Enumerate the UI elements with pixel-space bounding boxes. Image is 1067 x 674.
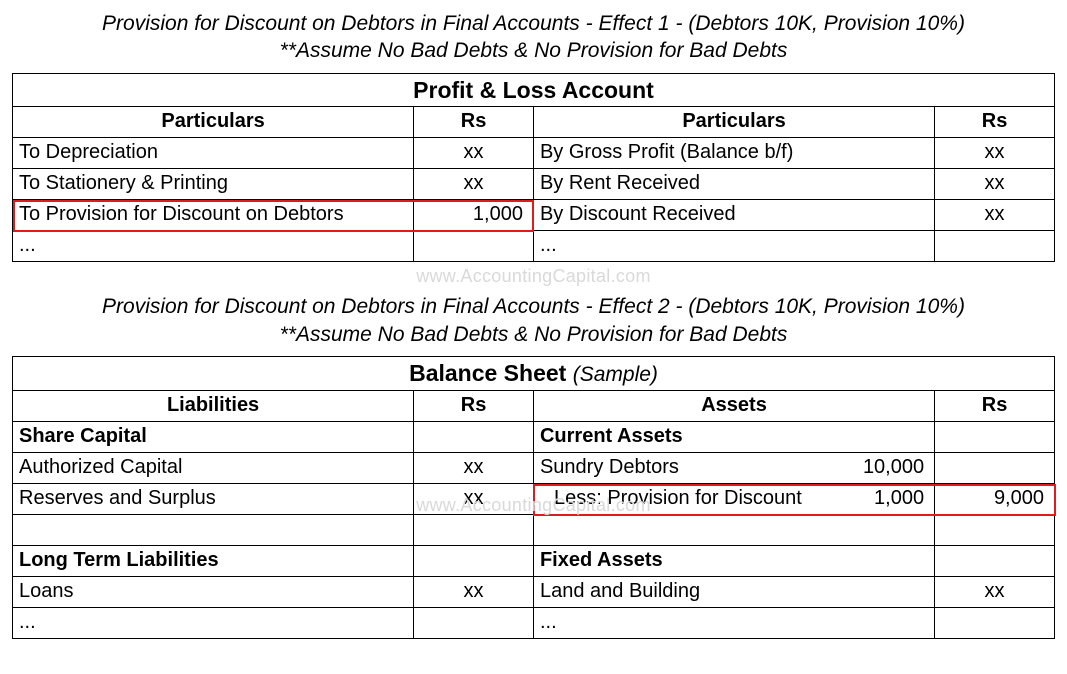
cell-liabilities: Long Term Liabilities <box>13 546 414 577</box>
cell-rs-left: xx <box>414 138 534 169</box>
cell-rs-right: xx <box>935 200 1055 231</box>
cell-assets: Land and Building <box>533 577 934 608</box>
cell-rs-left <box>414 608 534 639</box>
bs-table-wrap: Balance Sheet (Sample) Liabilities Rs As… <box>12 356 1055 639</box>
table-row: To Stationery & PrintingxxBy Rent Receiv… <box>13 169 1055 200</box>
cell-rs-right <box>935 546 1055 577</box>
section1-caption-line1: Provision for Discount on Debtors in Fin… <box>102 12 965 35</box>
pl-hdr-left-part: Particulars <box>13 107 414 138</box>
cell-assets: Fixed Assets <box>533 546 934 577</box>
bs-hdr-right-rs: Rs <box>935 391 1055 422</box>
cell-rs-left <box>414 546 534 577</box>
bs-hdr-right-part: Assets <box>533 391 934 422</box>
cell-rs-right <box>935 453 1055 484</box>
table-row <box>13 515 1055 546</box>
cell-rs-right <box>935 231 1055 262</box>
cell-particulars-left: To Provision for Discount on Debtors <box>13 200 414 231</box>
section2-caption: Provision for Discount on Debtors in Fin… <box>12 293 1055 348</box>
cell-rs-right <box>935 515 1055 546</box>
pl-table: Profit & Loss Account Particulars Rs Par… <box>12 73 1055 263</box>
table-row: ...... <box>13 608 1055 639</box>
table-row: Authorized CapitalxxSundry Debtors10,000 <box>13 453 1055 484</box>
cell-particulars-right: By Gross Profit (Balance b/f) <box>533 138 934 169</box>
cell-liabilities: Share Capital <box>13 422 414 453</box>
cell-particulars-right: ... <box>533 231 934 262</box>
section1-caption: Provision for Discount on Debtors in Fin… <box>12 10 1055 65</box>
watermark-2: www.AccountingCapital.com <box>12 495 1055 516</box>
bs-title: Balance Sheet (Sample) <box>13 356 1055 390</box>
pl-hdr-left-rs: Rs <box>414 107 534 138</box>
cell-liabilities <box>13 515 414 546</box>
table-row: To DepreciationxxBy Gross Profit (Balanc… <box>13 138 1055 169</box>
cell-particulars-left: To Depreciation <box>13 138 414 169</box>
cell-rs-left <box>414 231 534 262</box>
pl-title: Profit & Loss Account <box>13 73 1055 107</box>
table-row: To Provision for Discount on Debtors1,00… <box>13 200 1055 231</box>
cell-assets: Current Assets <box>533 422 934 453</box>
bs-title-sample: (Sample) <box>573 363 658 386</box>
cell-particulars-left: ... <box>13 231 414 262</box>
watermark-1: www.AccountingCapital.com <box>12 266 1055 287</box>
section2-caption-line1: Provision for Discount on Debtors in Fin… <box>102 295 965 318</box>
cell-rs-left: xx <box>414 577 534 608</box>
cell-rs-left <box>414 515 534 546</box>
cell-rs-right: xx <box>935 138 1055 169</box>
table-row: Share Capital Current Assets <box>13 422 1055 453</box>
table-row: ...... <box>13 231 1055 262</box>
cell-rs-right <box>935 422 1055 453</box>
cell-rs-left <box>414 422 534 453</box>
cell-particulars-left: To Stationery & Printing <box>13 169 414 200</box>
cell-assets <box>533 515 934 546</box>
cell-rs-left: 1,000 <box>414 200 534 231</box>
pl-hdr-right-part: Particulars <box>533 107 934 138</box>
cell-assets: Sundry Debtors10,000 <box>533 453 934 484</box>
cell-particulars-right: By Discount Received <box>533 200 934 231</box>
cell-liabilities: ... <box>13 608 414 639</box>
table-row: LoansxxLand and Buildingxx <box>13 577 1055 608</box>
cell-particulars-right: By Rent Received <box>533 169 934 200</box>
table-row: Long Term Liabilities Fixed Assets <box>13 546 1055 577</box>
cell-liabilities: Loans <box>13 577 414 608</box>
cell-liabilities: Authorized Capital <box>13 453 414 484</box>
pl-hdr-right-rs: Rs <box>935 107 1055 138</box>
cell-rs-right: xx <box>935 577 1055 608</box>
bs-hdr-left-part: Liabilities <box>13 391 414 422</box>
pl-table-wrap: Profit & Loss Account Particulars Rs Par… <box>12 73 1055 263</box>
cell-rs-left: xx <box>414 453 534 484</box>
section2-caption-line2: **Assume No Bad Debts & No Provision for… <box>12 321 1055 348</box>
bs-hdr-left-rs: Rs <box>414 391 534 422</box>
cell-rs-right: xx <box>935 169 1055 200</box>
section1-caption-line2: **Assume No Bad Debts & No Provision for… <box>12 37 1055 64</box>
cell-rs-left: xx <box>414 169 534 200</box>
cell-rs-right <box>935 608 1055 639</box>
bs-title-main: Balance Sheet <box>409 360 566 386</box>
cell-assets: ... <box>533 608 934 639</box>
